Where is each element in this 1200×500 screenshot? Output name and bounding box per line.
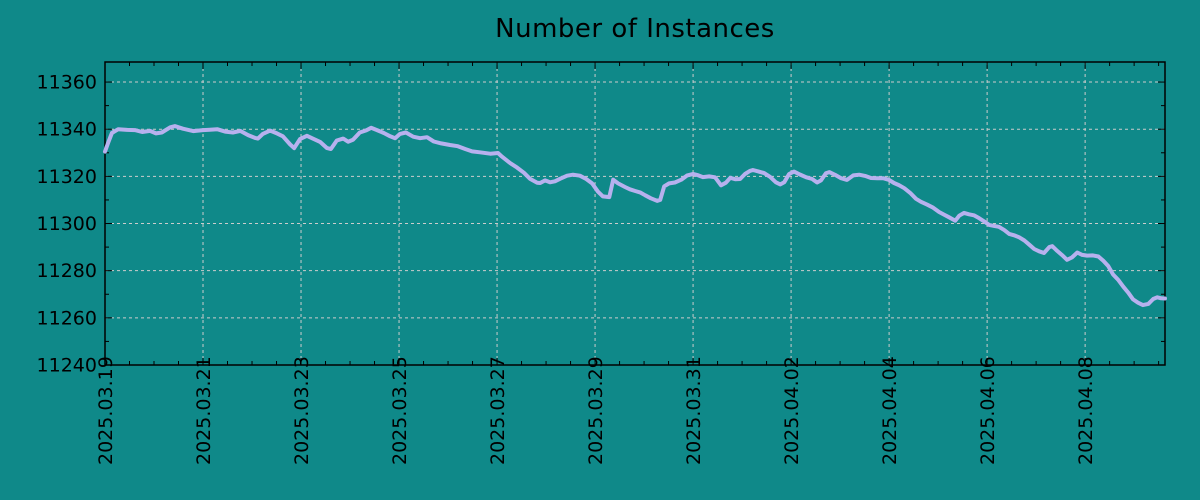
tick-marks	[104, 62, 1165, 366]
x-tick-label: 2025.03.27	[487, 356, 509, 465]
y-tick-label: 11360	[37, 72, 97, 94]
grid	[104, 62, 1165, 366]
x-tick-label: 2025.03.29	[585, 356, 607, 465]
x-tick-label: 2025.03.25	[389, 356, 411, 465]
y-tick-label: 11260	[37, 307, 97, 329]
y-tick-label: 11280	[37, 260, 97, 282]
instances-line	[103, 124, 1167, 308]
y-tick-label: 11340	[37, 119, 97, 141]
y-tick-label: 11240	[37, 355, 97, 377]
axes	[104, 61, 1166, 366]
x-tick-label: 2025.03.19	[95, 356, 117, 465]
x-tick-label: 2025.04.08	[1075, 356, 1097, 465]
x-tick-label: 2025.03.21	[193, 356, 215, 465]
y-axis-labels: 11240 11260 11280 11300 11320 11340 11360	[37, 72, 97, 377]
x-tick-label: 2025.03.31	[683, 356, 705, 465]
x-tick-label: 2025.03.23	[291, 356, 313, 465]
x-axis-labels: 2025.03.19 2025.03.21 2025.03.23 2025.03.25…	[95, 356, 1097, 465]
y-tick-label: 11300	[37, 213, 97, 235]
plot-border	[104, 61, 1166, 366]
chart-title: Number of Instances	[495, 14, 775, 44]
y-tick-label: 11320	[37, 166, 97, 188]
x-tick-label: 2025.04.06	[977, 356, 999, 465]
x-tick-label: 2025.04.02	[781, 356, 803, 465]
x-tick-label: 2025.04.04	[879, 356, 901, 465]
